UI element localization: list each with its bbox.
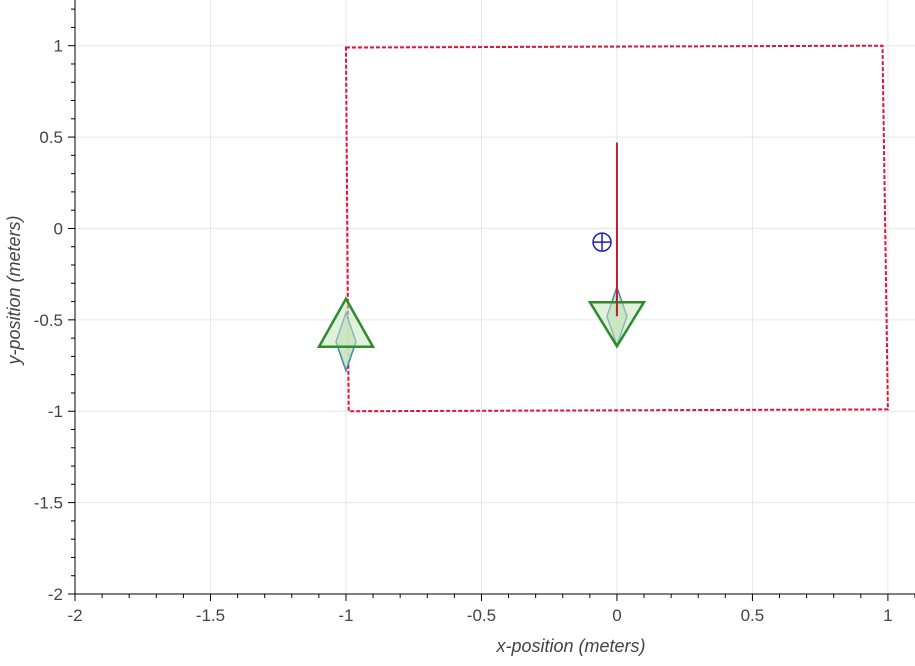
x-axis-label: x-position (meters) <box>495 636 645 656</box>
y-tick-label: -1 <box>48 402 63 421</box>
x-tick-label: 0 <box>612 606 621 625</box>
y-axis-label: y-position (meters) <box>4 215 24 366</box>
axes: -2 -1.5 -1 -0.5 0 0.5 1 -2 -1.5 -1 -0.5 0 0.5 1 <box>34 0 915 625</box>
x-tick-label: 0.5 <box>741 606 765 625</box>
y-tick-label: 0.5 <box>39 128 63 147</box>
boundary-outline <box>344 44 889 413</box>
x-tick-label: -2 <box>67 606 82 625</box>
y-tick-label: -1.5 <box>34 494 63 513</box>
marks <box>316 142 647 374</box>
x-tick-label: 1 <box>883 606 892 625</box>
robot-triangle <box>316 296 376 349</box>
x-tick-label: -0.5 <box>467 606 496 625</box>
y-tick-label: -2 <box>48 585 63 604</box>
y-tick-label: -0.5 <box>34 311 63 330</box>
y-tick-label: 0 <box>54 219 63 238</box>
x-tick-label: -1.5 <box>196 606 225 625</box>
x-tick-label: -1 <box>338 606 353 625</box>
y-tick-label: 1 <box>54 37 63 56</box>
grid <box>74 0 915 595</box>
boundary <box>344 44 889 413</box>
